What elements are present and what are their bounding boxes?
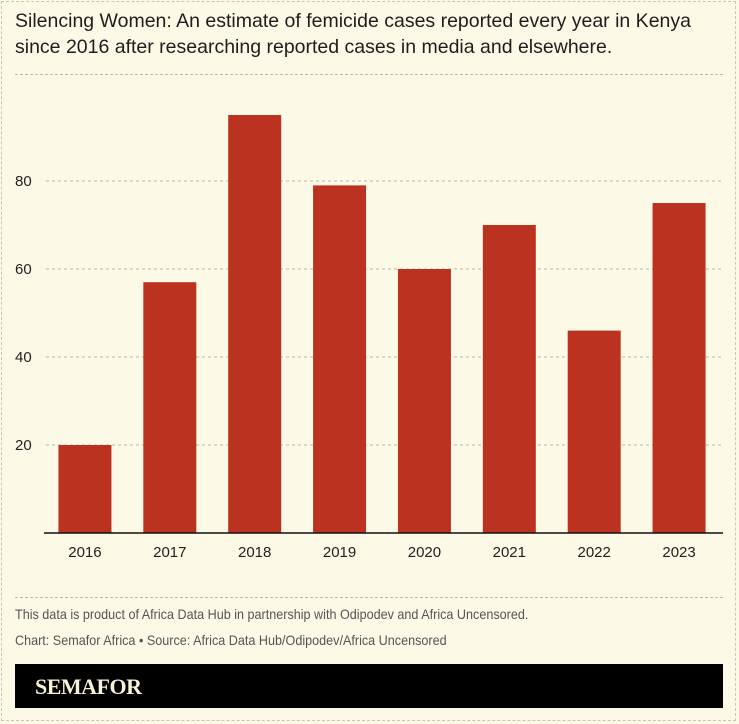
x-tick-label: 2022	[578, 544, 611, 561]
bar-2018	[228, 115, 282, 533]
x-tick-label: 2018	[238, 544, 271, 561]
bar-2016	[58, 445, 112, 533]
brand-bar: SEMAFOR	[15, 664, 723, 708]
x-tick-label: 2023	[662, 544, 695, 561]
y-tick-label: 40	[15, 349, 32, 366]
x-tick-label: 2017	[153, 544, 186, 561]
source-credit: Chart: Semafor Africa • Source: Africa D…	[15, 632, 447, 648]
y-tick-label: 80	[15, 173, 32, 190]
y-tick-label: 60	[15, 261, 32, 278]
bar-2019	[313, 185, 367, 533]
y-tick-label: 20	[15, 437, 32, 454]
semafor-logo: SEMAFOR	[35, 674, 142, 699]
x-tick-label: 2021	[493, 544, 526, 561]
x-tick-label: 2019	[323, 544, 356, 561]
bar-2017	[143, 282, 197, 533]
chart-title: Silencing Women: An estimate of femicide…	[15, 10, 691, 58]
bar-2020	[397, 269, 451, 533]
bar-2023	[652, 203, 706, 533]
footer-divider	[15, 597, 723, 598]
title-divider	[15, 74, 723, 75]
x-tick-label: 2020	[408, 544, 441, 561]
bar-2022	[567, 330, 621, 533]
bar-2021	[482, 225, 536, 533]
x-tick-label: 2016	[68, 544, 101, 561]
data-note: This data is product of Africa Data Hub …	[15, 606, 529, 622]
